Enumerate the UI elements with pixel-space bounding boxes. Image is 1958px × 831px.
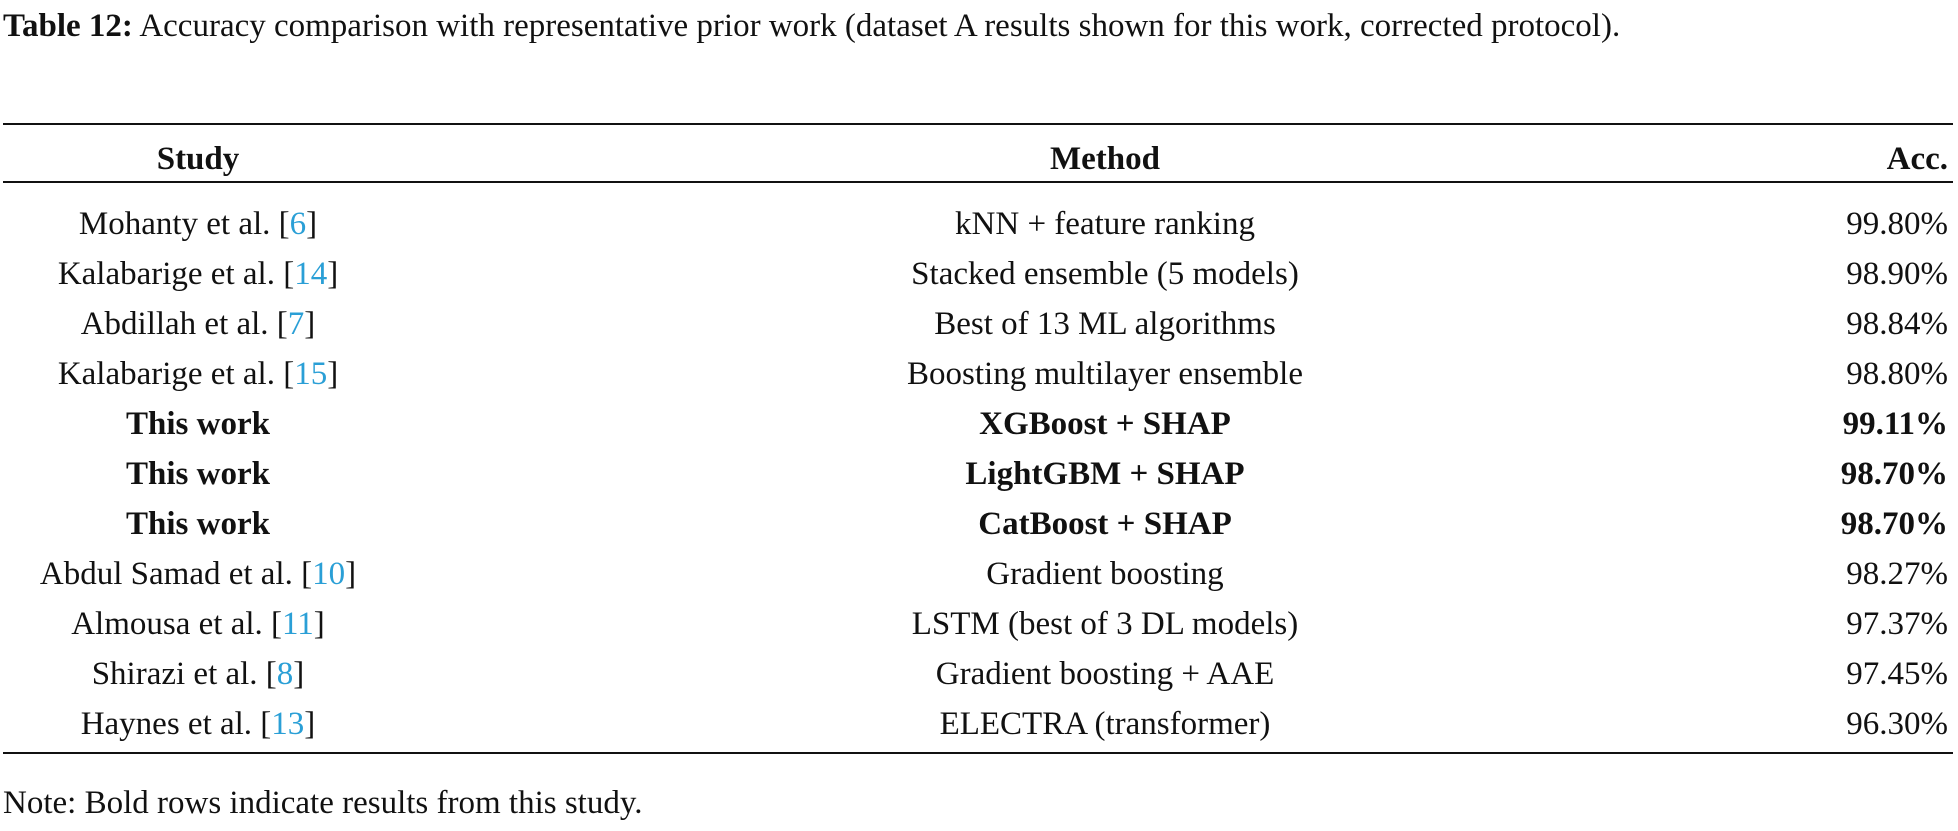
bracket: ] (327, 256, 339, 292)
study-name: Kalabarige et al. [ (57, 256, 295, 292)
bracket: ] (345, 556, 357, 592)
method-cell: Stacked ensemble (5 models) (911, 256, 1299, 292)
method-cell: XGBoost + SHAP (979, 406, 1231, 442)
study-name: Abdul Samad et al. [ (39, 556, 313, 592)
note: Note: Bold rows indicate results from th… (3, 785, 643, 821)
study-name: Almousa et al. [ (71, 606, 282, 642)
accuracy-cell: 97.37% (1846, 606, 1948, 642)
study-cell: This work (3, 399, 393, 449)
bracket: ] (304, 306, 316, 342)
column-header: Method (1050, 141, 1160, 177)
accuracy-cell: 98.70% (1840, 456, 1948, 492)
method-cell: LSTM (best of 3 DL models) (911, 606, 1299, 642)
method-cell: ELECTRA (transformer) (939, 706, 1271, 742)
header-rule (3, 181, 1953, 183)
bottom-rule (3, 752, 1953, 754)
accuracy-cell: 98.90% (1846, 256, 1948, 292)
reference-link[interactable]: 14 (294, 256, 328, 292)
study-cell: This work (3, 499, 393, 549)
bracket: ] (313, 606, 325, 642)
method-cell: LightGBM + SHAP (965, 456, 1245, 492)
study-name: Shirazi et al. [ (91, 656, 277, 692)
study-name: Kalabarige et al. [ (57, 356, 295, 392)
method-cell: CatBoost + SHAP (978, 506, 1232, 542)
accuracy-cell: 96.30% (1846, 706, 1948, 742)
bracket: ] (327, 356, 339, 392)
accuracy-cell: 98.27% (1846, 556, 1948, 592)
column-header: Acc. (1886, 141, 1948, 177)
study-cell: Mohanty et al. [6] (3, 199, 393, 249)
reference-link[interactable]: 11 (282, 606, 314, 642)
accuracy-cell: 98.70% (1840, 506, 1948, 542)
caption-label: Table 12: (3, 8, 133, 44)
method-cell: kNN + feature ranking (955, 206, 1255, 242)
study-name: Abdillah et al. [ (80, 306, 288, 342)
accuracy-cell: 97.45% (1846, 656, 1948, 692)
caption-text: Accuracy comparison with representative … (139, 8, 1621, 44)
study-cell: Kalabarige et al. [14] (3, 249, 393, 299)
study-cell: Abdillah et al. [7] (3, 299, 393, 349)
caption: Table 12: Accuracy comparison with repre… (3, 4, 1953, 48)
study-cell: Shirazi et al. [8] (3, 649, 393, 699)
study-cell: This work (3, 449, 393, 499)
reference-link[interactable]: 8 (276, 656, 294, 692)
reference-link[interactable]: 15 (294, 356, 328, 392)
study-cell: Abdul Samad et al. [10] (3, 549, 393, 599)
column-header: Study (156, 141, 240, 177)
study-cell: Almousa et al. [11] (3, 599, 393, 649)
top-rule (3, 123, 1953, 125)
study-name: This work (126, 406, 270, 442)
reference-link[interactable]: 13 (271, 706, 305, 742)
bracket: ] (293, 656, 305, 692)
reference-link[interactable]: 6 (289, 206, 307, 242)
study-name: Haynes et al. [ (80, 706, 272, 742)
study-name: Mohanty et al. [ (78, 206, 290, 242)
bracket: ] (306, 206, 318, 242)
method-cell: Boosting multilayer ensemble (907, 356, 1303, 392)
reference-link[interactable]: 10 (312, 556, 346, 592)
study-name: This work (126, 456, 270, 492)
study-cell: Haynes et al. [13] (3, 699, 393, 749)
study-name: This work (126, 506, 270, 542)
method-cell: Gradient boosting + AAE (935, 656, 1275, 692)
method-cell: Gradient boosting (986, 556, 1224, 592)
study-cell: Kalabarige et al. [15] (3, 349, 393, 399)
accuracy-cell: 98.84% (1846, 306, 1948, 342)
bracket: ] (304, 706, 316, 742)
method-cell: Best of 13 ML algorithms (934, 306, 1276, 342)
accuracy-cell: 98.80% (1846, 356, 1948, 392)
reference-link[interactable]: 7 (287, 306, 305, 342)
accuracy-cell: 99.11% (1842, 406, 1948, 442)
accuracy-cell: 99.80% (1846, 206, 1948, 242)
